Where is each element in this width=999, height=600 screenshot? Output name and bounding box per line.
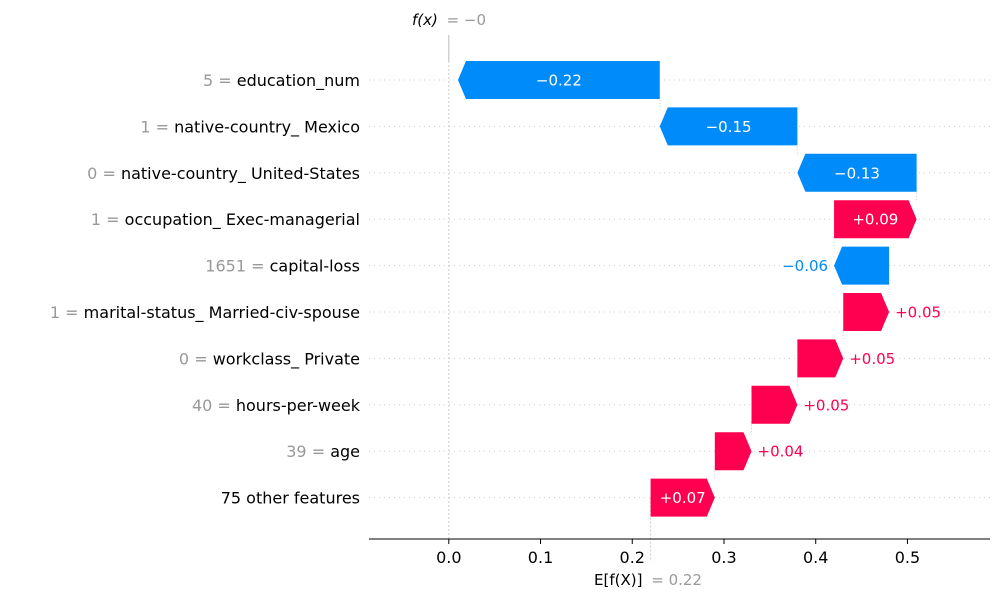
waterfall-bar (834, 246, 890, 285)
x-axis: 0.0 0.1 0.2 0.3 0.4 0.5 (369, 538, 990, 567)
reference-lines (448, 35, 918, 562)
feature-name: workclass_ Private (213, 349, 360, 369)
bars: −0.22 −0.15 −0.13 +0.09 −0.06 +0.05 +0.05 +0.05… (457, 61, 941, 517)
bar-value-label: +0.05 (803, 396, 849, 414)
feature-name: capital-loss (270, 257, 360, 276)
x-tick-label: 0.2 (620, 548, 645, 567)
waterfall-bar (797, 153, 917, 192)
feature-value: 0 = (179, 349, 213, 368)
x-tick-label: 0.4 (803, 548, 828, 567)
feature-name: education_num (237, 71, 360, 91)
waterfall-bar (714, 432, 752, 471)
bar-value-label: +0.04 (758, 443, 804, 461)
feature-name: native-country_ United-States (121, 164, 360, 184)
fx-label: f(x) (412, 11, 438, 29)
feature-label: 1 = marital-status_ Married-civ-spouse (50, 303, 360, 323)
bar-value-label: +0.07 (660, 489, 706, 507)
fx-value: = −0 (447, 11, 486, 29)
feature-value: 1 = (140, 117, 174, 136)
feature-label: 0 = workclass_ Private (179, 349, 360, 369)
x-tick-label: 0.3 (711, 548, 736, 567)
bar-value-label: +0.09 (852, 211, 898, 229)
x-tick-label: 0.0 (436, 548, 461, 567)
ex-value: = 0.22 (651, 571, 702, 589)
feature-label: 1651 = capital-loss (205, 257, 360, 276)
waterfall-bar (834, 200, 917, 239)
feature-value: 1 = (91, 210, 125, 229)
ex-label: E[f(X)] (594, 571, 642, 589)
bar-value-label: −0.22 (536, 72, 582, 90)
bar-value-label: +0.05 (895, 304, 941, 322)
ex-annotation: E[f(X)] = 0.22 (594, 571, 702, 589)
waterfall-bar (457, 61, 660, 99)
feature-label: 1 = native-country_ Mexico (140, 117, 360, 137)
feature-name: native-country_ Mexico (174, 117, 360, 137)
feature-label: 39 = age (286, 442, 360, 461)
feature-value: 40 = (192, 396, 236, 415)
bar-value-label: +0.05 (849, 350, 895, 368)
bar-value-label: −0.13 (834, 164, 880, 182)
waterfall-bar (751, 385, 798, 424)
waterfall-bar (659, 107, 798, 146)
feature-name: occupation_ Exec-managerial (125, 210, 360, 230)
feature-value: 5 = (203, 71, 237, 90)
x-tick-label: 0.5 (895, 548, 920, 567)
waterfall-bar (650, 478, 715, 517)
feature-labels: 5 = education_num 1 = native-country_ Mex… (50, 71, 361, 508)
waterfall-bar (797, 339, 844, 378)
feature-name: 75 other features (221, 489, 360, 508)
feature-value: 1651 = (205, 257, 269, 276)
feature-value: 39 = (286, 442, 330, 461)
feature-value: 1 = (50, 303, 84, 322)
feature-name: age (330, 442, 360, 461)
feature-label: 1 = occupation_ Exec-managerial (91, 210, 360, 230)
feature-label: 40 = hours-per-week (192, 396, 361, 415)
waterfall-bar (843, 293, 890, 331)
feature-label: 5 = education_num (203, 71, 360, 91)
feature-value: 0 = (87, 164, 121, 183)
feature-label: 0 = native-country_ United-States (87, 164, 360, 184)
feature-name: marital-status_ Married-civ-spouse (84, 303, 360, 323)
bar-value-label: −0.06 (782, 257, 828, 275)
feature-name: hours-per-week (236, 396, 361, 415)
fx-annotation: f(x) = −0 (412, 11, 486, 29)
x-tick-label: 0.1 (528, 548, 553, 567)
feature-label: 75 other features (221, 489, 360, 508)
bar-value-label: −0.15 (706, 118, 752, 136)
